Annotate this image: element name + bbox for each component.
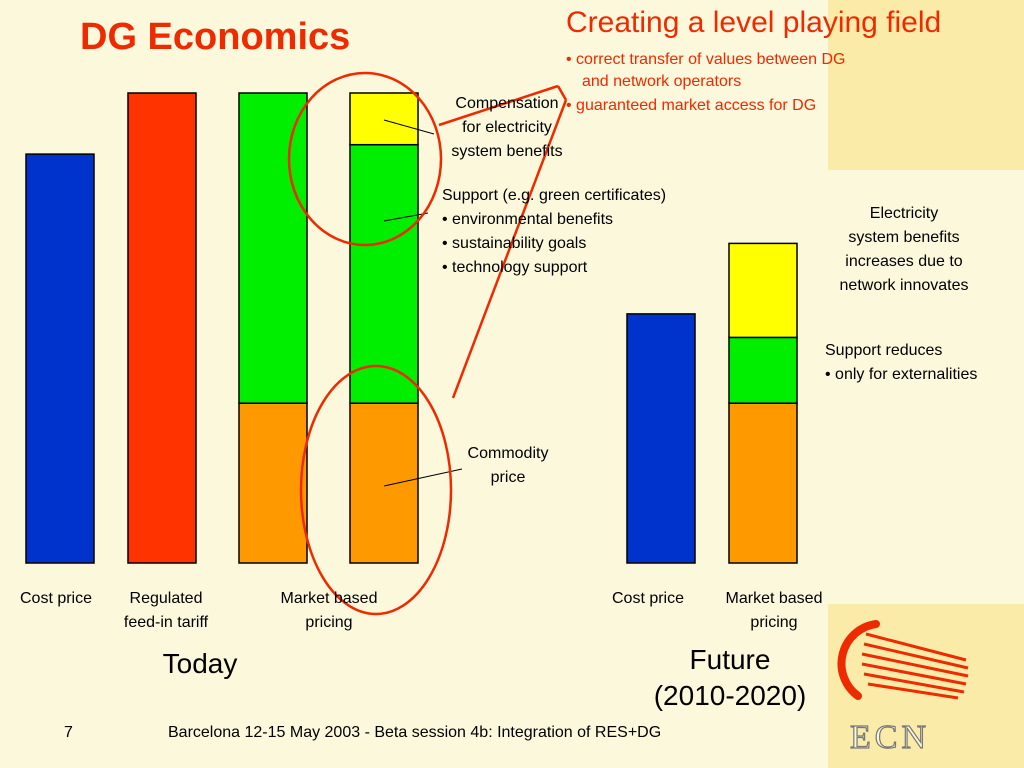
- bar-3-segment-2: [238, 92, 308, 404]
- bullet-line-2: and network operators: [582, 73, 742, 90]
- connector-line-bottom: [451, 99, 568, 399]
- annotation-support: Support (e.g. green certificates) • envi…: [442, 184, 666, 280]
- decor-panel-top-right: [828, 0, 1024, 170]
- bar-2-segment-1: [127, 92, 197, 564]
- bar-6-segment-3: [728, 242, 798, 339]
- bar-6-segment-2: [728, 336, 798, 404]
- annotation-compensation-line-2: for electricity: [462, 119, 552, 136]
- logo-text: ECN: [850, 719, 930, 756]
- bar-4-segment-3: [349, 92, 419, 146]
- category-label-cost-price-future: Cost price: [596, 587, 700, 611]
- slide-headline: Creating a level playing field: [566, 6, 942, 39]
- category-label-line: Regulated: [129, 590, 203, 607]
- category-label-market-today: Market based pricing: [259, 587, 399, 635]
- group-label-future-line-1: Future: [689, 644, 771, 675]
- logo-stripes: [861, 632, 969, 700]
- connector-line-top: [438, 84, 559, 127]
- group-label-future: Future (2010-2020): [620, 642, 840, 714]
- bar-5-segment-1: [626, 313, 696, 564]
- category-label-line: Cost price: [19, 590, 93, 607]
- annotation-future-benefits-line-2: system benefits: [848, 229, 960, 246]
- annotation-future-benefits-line-4: network innovates: [839, 277, 969, 294]
- ecn-logo: ECN: [837, 620, 969, 757]
- annotation-support-line-1: Support (e.g. green certificates): [442, 187, 667, 204]
- bar-4-segment-1: [349, 402, 419, 564]
- bar-6-segment-1: [728, 402, 798, 564]
- highlight-ellipse-bottom: [299, 364, 453, 616]
- category-label-line: feed-in tariff: [123, 614, 209, 631]
- bar-4-segment-2: [349, 143, 419, 404]
- group-label-today: Today: [162, 648, 238, 679]
- annotation-support-line-3: • sustainability goals: [442, 235, 587, 252]
- category-label-line: Cost price: [611, 590, 685, 607]
- annotation-support-reduces-line-2: • only for externalities: [825, 366, 978, 383]
- category-label-regulated-feed-in: Regulated feed-in tariff: [104, 587, 228, 635]
- annotation-support-line-4: • technology support: [442, 259, 588, 276]
- slide-title: DG Economics: [80, 16, 351, 58]
- bar-3-segment-1: [238, 402, 308, 564]
- annotation-support-reduces: Support reduces • only for externalities: [825, 339, 977, 387]
- category-label-line: Market based: [725, 590, 823, 607]
- annotation-support-line-2: • environmental benefits: [442, 211, 614, 228]
- pointer-compensation: [383, 119, 435, 135]
- annotation-compensation-line-1: Compensation: [455, 95, 559, 112]
- pointer-support: [383, 212, 429, 222]
- logo-arc: [837, 620, 880, 700]
- category-label-cost-price-today: Cost price: [4, 587, 108, 611]
- bullet-line-3: • guaranteed market access for DG: [566, 97, 817, 114]
- category-label-market-future: Market based pricing: [704, 587, 844, 635]
- page-number: 7: [64, 724, 73, 741]
- annotation-commodity-line-2: price: [490, 469, 526, 486]
- annotation-commodity-line-1: Commodity: [467, 445, 549, 462]
- annotation-future-benefits-line-3: increases due to: [845, 253, 963, 270]
- group-label-future-line-2: (2010-2020): [653, 680, 807, 711]
- annotation-compensation-line-3: system benefits: [451, 143, 563, 160]
- annotation-future-benefits-line-1: Electricity: [869, 205, 939, 222]
- annotation-support-reduces-line-1: Support reduces: [825, 342, 943, 359]
- highlight-ellipse-top: [287, 71, 443, 247]
- annotation-future-benefits: Electricity system benefits increases du…: [818, 202, 990, 298]
- bar-1-segment-1: [25, 153, 95, 564]
- category-label-line: pricing: [305, 614, 353, 631]
- annotation-compensation: Compensation for electricity system bene…: [432, 92, 582, 164]
- category-label-line: Market based: [280, 590, 378, 607]
- bullet-line-1: • correct transfer of values between DG: [566, 51, 846, 68]
- category-label-line: pricing: [750, 614, 798, 631]
- connector-line-joint: [556, 85, 568, 101]
- footer-text: Barcelona 12-15 May 2003 - Beta session …: [168, 724, 662, 741]
- annotation-commodity: Commodity price: [448, 442, 568, 490]
